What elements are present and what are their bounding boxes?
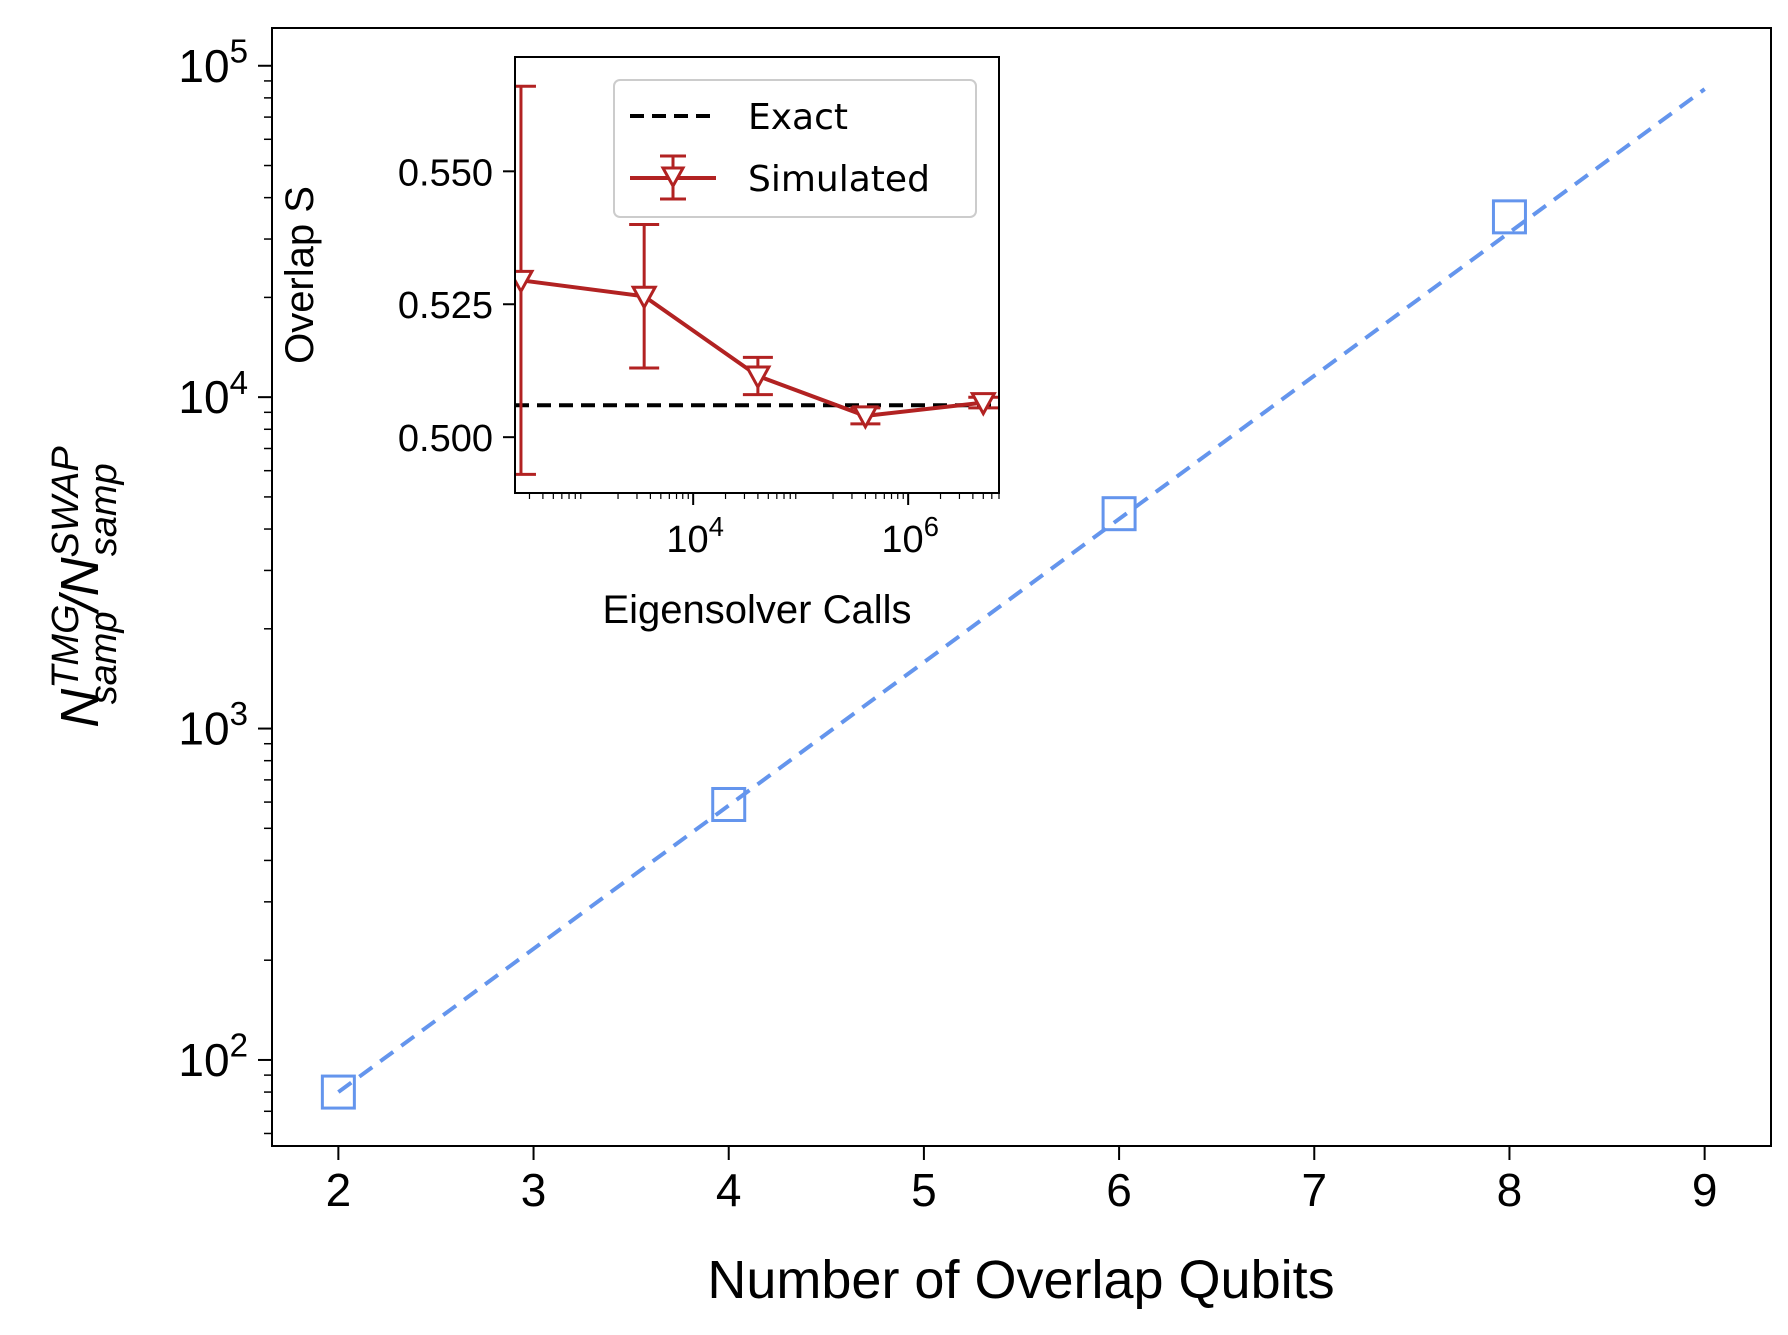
main-y-tick-label: 104 <box>178 365 248 423</box>
main-x-tick-label: 2 <box>326 1164 352 1216</box>
main-series-layer <box>320 87 1706 1110</box>
inset-x-tick-label: 106 <box>881 511 939 561</box>
y-label-sub1: samp <box>83 611 125 704</box>
main-data-point <box>1101 496 1137 532</box>
main-ticks-layer: 2 3 4 5 6 7 8 9 102 103 104 105 <box>178 33 1717 1216</box>
main-data-point <box>711 786 747 822</box>
main-x-tick-label: 6 <box>1106 1164 1132 1216</box>
inset-y-tick-label: 0.550 <box>398 152 493 194</box>
main-chart: 2 3 4 5 6 7 8 9 102 103 104 105 Number of Overlap Q… <box>45 27 1772 1310</box>
main-x-tick-label: 7 <box>1301 1164 1327 1216</box>
inset-ticks-layer: 104 106 0.500 0.525 0.550 <box>398 152 1000 561</box>
main-y-axis-label: NTMGsamp/NSWAPsamp <box>45 446 125 728</box>
inset-plot-frame <box>514 56 1000 494</box>
y-label-sup2: SWAP <box>45 446 87 558</box>
legend-exact-label: Exact <box>748 97 848 138</box>
main-x-tick-label: 5 <box>911 1164 937 1216</box>
inset-data-point <box>630 285 658 311</box>
main-x-tick-label: 3 <box>521 1164 547 1216</box>
main-data-point <box>1491 199 1527 235</box>
main-y-tick-label: 105 <box>178 33 248 91</box>
inset-data-point <box>744 365 772 391</box>
main-plot-frame <box>271 27 1772 1147</box>
inset-y-axis-label: Overlap S <box>278 186 322 364</box>
main-x-tick-label: 9 <box>1692 1164 1718 1216</box>
inset-x-axis-label: Eigensolver Calls <box>602 588 911 632</box>
main-x-tick-label: 4 <box>716 1164 742 1216</box>
y-label-sub2: samp <box>83 463 125 556</box>
main-x-tick-label: 8 <box>1497 1164 1523 1216</box>
main-x-axis-label: Number of Overlap Qubits <box>707 1250 1334 1310</box>
legend-simulated-symbol <box>630 154 716 201</box>
inset-x-tick-label: 104 <box>666 511 724 561</box>
inset-y-tick-label: 0.525 <box>398 285 493 327</box>
main-y-tick-label: 103 <box>178 696 248 754</box>
inset-y-tick-label: 0.500 <box>398 418 493 460</box>
main-y-tick-label: 102 <box>178 1028 248 1086</box>
legend-simulated-label: Simulated <box>748 159 930 200</box>
inset-legend: Exact Simulated <box>613 79 977 218</box>
y-label-slash: /N <box>50 556 110 615</box>
main-data-point <box>320 1074 356 1110</box>
inset-data-point <box>969 392 997 417</box>
main-dashed-fit-line <box>337 87 1706 1094</box>
legend-simulated-marker <box>660 166 686 190</box>
y-label-sup1: TMG <box>45 604 87 688</box>
inset-data-point <box>851 405 879 431</box>
svg-text:NTMGsamp/NSWAPsamp: NTMGsamp/NSWAPsamp <box>45 446 125 728</box>
y-label-n1: N <box>50 688 110 728</box>
